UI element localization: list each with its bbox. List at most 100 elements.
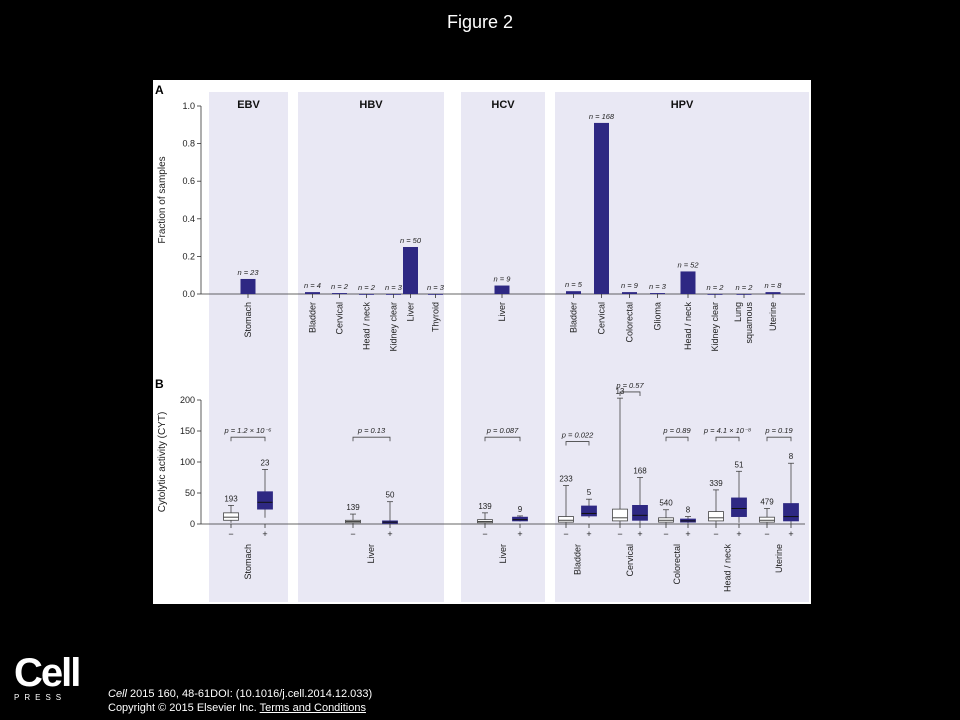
figure-chart: A B EBV HBV HCV HPV 0.0 0.2 0.4 0.6 0.8 1.0 Fraction… <box>155 83 809 602</box>
citation-line-1: Cell 2015 160, 48-61DOI: (10.1016/j.cell… <box>108 687 372 701</box>
sign-label: + <box>788 529 793 539</box>
bar <box>403 247 418 294</box>
virus-panel-bg <box>461 92 545 602</box>
virus-label: HBV <box>359 99 383 111</box>
box <box>558 516 574 523</box>
n-label: n = 9 <box>621 281 639 290</box>
slide-title: Figure 2 <box>446 12 514 32</box>
y-axis-label-b: Cytolytic activity (CYT) <box>157 412 168 513</box>
n-label: n = 50 <box>400 236 422 245</box>
n-label: n = 8 <box>765 281 783 290</box>
sign-label: − <box>228 529 233 539</box>
sign-label: − <box>617 529 622 539</box>
box-n-label: 5 <box>587 488 592 497</box>
category-label-b: Cervical <box>625 544 635 577</box>
p-bracket <box>619 391 641 396</box>
box <box>759 516 775 523</box>
category-label-b: Head / neck <box>723 544 733 593</box>
category-label: Cervical <box>597 302 607 335</box>
category-label: Head / neck <box>683 302 693 351</box>
category-label: Liver <box>497 302 507 322</box>
category-label-b: Uterine <box>774 544 784 573</box>
y-tick-label-b: 0 <box>190 519 195 529</box>
box <box>612 508 628 522</box>
logo-wordmark: Cell <box>14 651 81 695</box>
category-label: Glioma <box>653 302 663 331</box>
box <box>731 497 747 517</box>
p-value-label: p = 0.19 <box>764 426 793 435</box>
n-label: n = 3 <box>427 283 445 292</box>
y-tick-label-a: 0.6 <box>182 176 195 186</box>
virus-label: EBV <box>237 99 260 111</box>
sign-label: + <box>736 529 741 539</box>
sign-label: − <box>563 529 568 539</box>
virus-panel-bg <box>209 92 288 602</box>
category-label-b: Bladder <box>573 544 583 575</box>
p-bracket <box>484 436 521 442</box>
box-n-label: 339 <box>709 479 723 488</box>
p-bracket <box>665 436 689 442</box>
p-bracket <box>766 436 792 442</box>
category-label-b: Colorectal <box>672 544 682 585</box>
bar <box>622 292 637 294</box>
n-label: n = 2 <box>736 283 754 292</box>
bar <box>240 278 256 294</box>
category-label: Kidney clear <box>710 302 720 352</box>
sign-label: − <box>713 529 718 539</box>
bar <box>594 122 609 294</box>
n-label: n = 4 <box>304 281 321 290</box>
box <box>257 491 273 510</box>
sign-label: + <box>517 529 522 539</box>
sign-label: − <box>663 529 668 539</box>
virus-label: HPV <box>671 99 694 111</box>
y-tick-label-a: 0.4 <box>182 214 195 224</box>
p-value-label: p = 0.89 <box>662 426 691 435</box>
citation-line-2: Copyright © 2015 Elsevier Inc. Terms and… <box>108 701 372 715</box>
y-tick-label-b: 50 <box>185 488 195 498</box>
bar <box>332 293 347 294</box>
category-label: Uterine <box>768 302 778 331</box>
n-label: n = 3 <box>649 282 667 291</box>
sign-label: − <box>350 529 355 539</box>
category-label: Colorectal <box>625 302 635 343</box>
box <box>581 505 597 517</box>
box <box>708 511 724 522</box>
y-tick-label-a: 0.8 <box>182 139 195 149</box>
y-tick-label-a: 0.0 <box>182 289 195 299</box>
panel-letter: A <box>155 83 164 97</box>
citation-reference: 2015 160, 48-61DOI: (10.1016/j.cell.2014… <box>126 688 373 700</box>
sign-label: + <box>637 529 642 539</box>
journal-name: Cell <box>108 688 127 700</box>
p-bracket <box>715 436 740 442</box>
y-tick-label-b: 200 <box>180 395 195 405</box>
bar <box>566 291 581 294</box>
virus-label: HCV <box>491 99 515 111</box>
p-value-label: p = 0.087 <box>486 426 519 435</box>
logo-subtext: PRESS <box>14 693 67 702</box>
category-label: Bladder <box>569 302 579 333</box>
bar <box>494 285 510 294</box>
n-label: n = 168 <box>589 112 615 121</box>
p-value-label: p = 0.57 <box>615 381 644 390</box>
y-tick-label-b: 100 <box>180 457 195 467</box>
p-value-label: p = 4.1 × 10⁻⁸ <box>703 426 751 435</box>
p-value-label: p = 1.2 × 10⁻⁶ <box>223 426 271 435</box>
bar <box>765 292 781 294</box>
y-axis-label-a: Fraction of samples <box>157 156 168 243</box>
category-label: Thyroid <box>431 302 441 332</box>
panel-letter: B <box>155 377 164 391</box>
box-n-label: 9 <box>518 505 523 514</box>
terms-link[interactable]: Terms and Conditions <box>259 702 366 714</box>
box-n-label: 8 <box>686 506 691 515</box>
box-n-label: 193 <box>224 494 238 503</box>
box-n-label: 233 <box>559 475 573 484</box>
sign-label: + <box>262 529 267 539</box>
copyright-text: Copyright © 2015 Elsevier Inc. <box>108 702 260 714</box>
figure-panel: A B EBV HBV HCV HPV 0.0 0.2 0.4 0.6 0.8 1.0 Fraction… <box>153 80 811 604</box>
box-n-label: 50 <box>386 491 395 500</box>
category-label: Kidney clear <box>389 302 399 352</box>
n-label: n = 2 <box>358 283 376 292</box>
box-n-label: 139 <box>346 503 360 512</box>
sign-label: + <box>685 529 690 539</box>
box-n-label: 8 <box>789 452 794 461</box>
